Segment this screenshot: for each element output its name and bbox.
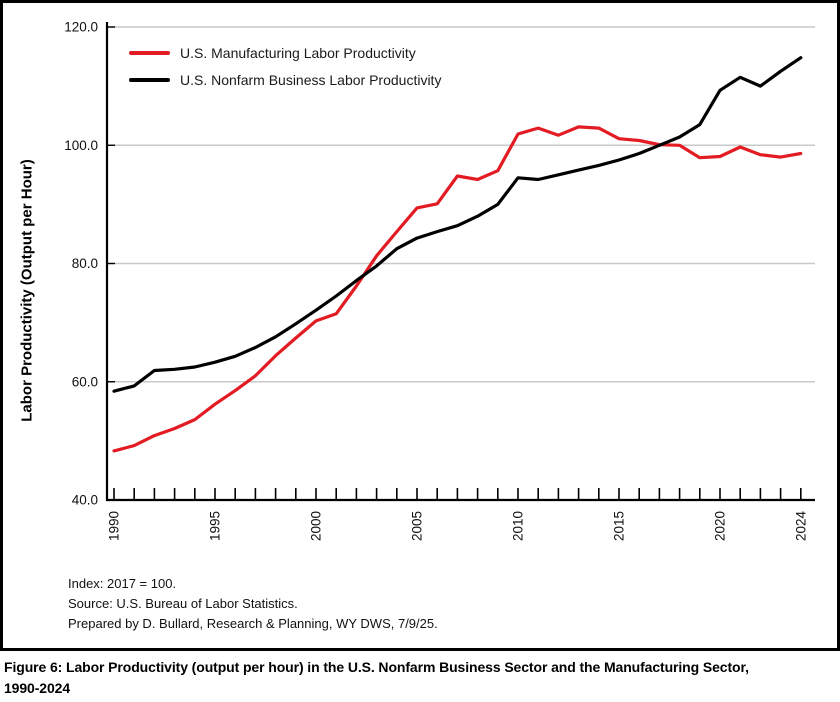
legend: U.S. Manufacturing Labor Productivity U.…	[129, 39, 441, 93]
footnotes: Index: 2017 = 100. Source: U.S. Bureau o…	[68, 574, 438, 634]
figure-caption-line-1: Figure 6: Labor Productivity (output per…	[4, 659, 749, 675]
y-tick-label: 40.0	[72, 493, 98, 508]
y-tick-label: 100.0	[64, 138, 98, 153]
figure-caption-line-2: 1990-2024	[4, 680, 71, 696]
y-tick-label: 60.0	[72, 374, 98, 389]
legend-label-nonfarm: U.S. Nonfarm Business Labor Productivity	[180, 71, 442, 88]
series-line-manufacturing	[112, 125, 803, 453]
x-tick-label: 2015	[612, 511, 627, 541]
chart-frame: 120.0 100.0 80.0 60.0 40.0 1990 1995 2000 2005 20…	[0, 0, 840, 651]
legend-swatch-nonfarm	[129, 77, 170, 82]
legend-swatch-manufacturing	[129, 50, 170, 55]
footnote-prepared-by: Prepared by D. Bullard, Research & Plann…	[68, 616, 438, 631]
x-tick-label: 1990	[107, 511, 122, 541]
x-tick-label: 2020	[713, 511, 728, 541]
y-tick-label: 80.0	[72, 256, 98, 271]
figure-caption: Figure 6: Labor Productivity (output per…	[4, 657, 836, 699]
legend-label-manufacturing: U.S. Manufacturing Labor Productivity	[180, 44, 416, 61]
x-tick-label: 2005	[410, 511, 425, 541]
y-axis-title: Labor Productivity (Output per Hour)	[18, 159, 36, 422]
legend-item-nonfarm: U.S. Nonfarm Business Labor Productivity	[129, 66, 441, 93]
y-tick-label: 120.0	[64, 20, 98, 35]
x-tick-label: 2010	[511, 511, 526, 541]
footnote-source: Source: U.S. Bureau of Labor Statistics.	[68, 596, 298, 611]
x-tick-label: 2024	[793, 511, 808, 542]
line-chart: 120.0 100.0 80.0 60.0 40.0 1990 1995 2000 2005 20…	[64, 20, 815, 542]
x-tick-label: 1995	[208, 511, 223, 541]
footnote-index: Index: 2017 = 100.	[68, 576, 177, 591]
x-tick-label: 2000	[309, 511, 324, 541]
series-line-nonfarm	[112, 56, 803, 393]
legend-item-manufacturing: U.S. Manufacturing Labor Productivity	[129, 39, 441, 66]
